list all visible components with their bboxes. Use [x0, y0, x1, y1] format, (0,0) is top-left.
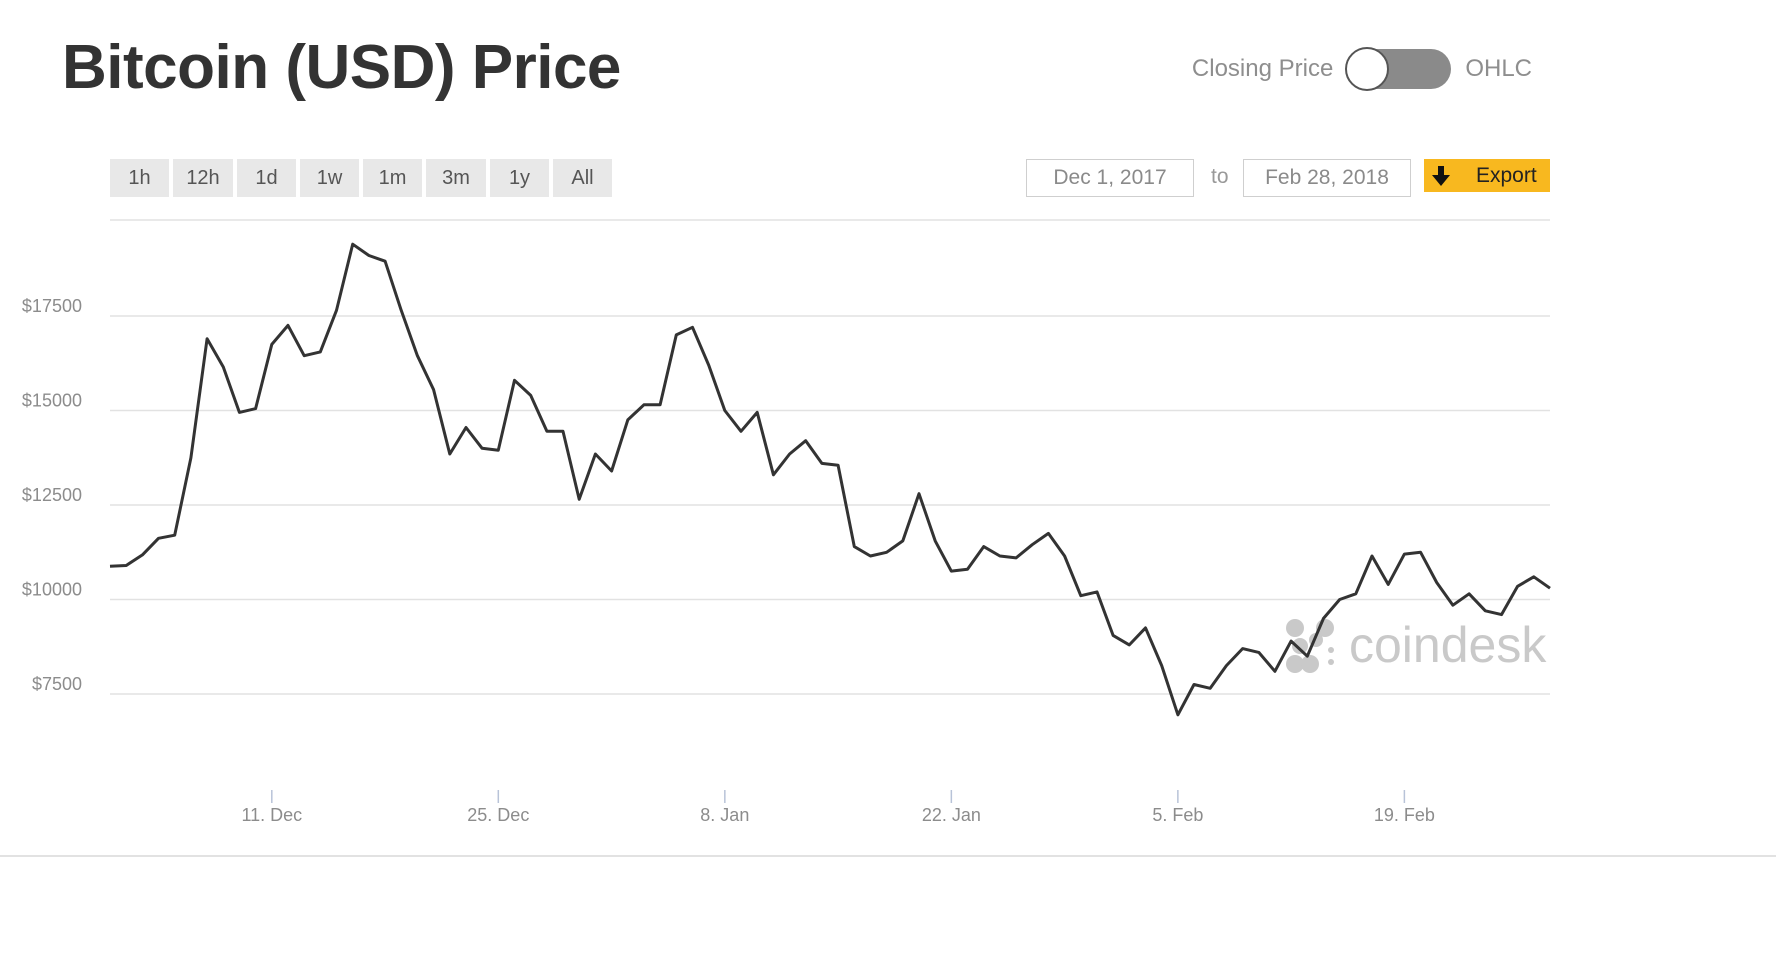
y-tick-label: $15000 [22, 391, 82, 411]
date-to-input[interactable]: Feb 28, 2018 [1243, 159, 1411, 197]
range-button-all[interactable]: All [553, 159, 612, 197]
y-tick-label: $10000 [22, 580, 82, 600]
download-arrow-icon [1424, 165, 1458, 187]
grid-lines [110, 219, 1550, 695]
x-tick-label: 5. Feb [1152, 805, 1203, 825]
range-button-3m[interactable]: 3m [426, 159, 486, 197]
range-button-1d[interactable]: 1d [237, 159, 296, 197]
date-from-input[interactable]: Dec 1, 2017 [1026, 159, 1194, 197]
closing-price-label: Closing Price [1191, 55, 1334, 82]
coindesk-logo-icon [1286, 619, 1334, 673]
coindesk-watermark: coindesk [1286, 617, 1547, 673]
price-mode-toggle[interactable] [1345, 47, 1452, 91]
export-label: Export [1476, 163, 1537, 187]
y-tick-label: $12500 [22, 485, 82, 505]
x-tick-label: 19. Feb [1374, 805, 1435, 825]
price-series-line [109, 242, 1551, 717]
x-tick-label: 25. Dec [467, 805, 529, 825]
x-axis-ticks: 11. Dec 25. Dec 8. Jan 22. Jan 5. Feb 19. Feb [241, 790, 1435, 825]
range-button-1y[interactable]: 1y [490, 159, 549, 197]
range-button-1h[interactable]: 1h [110, 159, 169, 197]
y-tick-label: $7500 [32, 674, 82, 694]
date-range-to-label: to [1211, 165, 1229, 188]
ohlc-label: OHLC [1465, 55, 1532, 82]
x-tick-label: 11. Dec [241, 805, 302, 825]
export-button[interactable]: Export [1424, 159, 1550, 192]
x-tick-label: 8. Jan [700, 805, 749, 825]
y-tick-label: $17500 [22, 296, 82, 316]
toggle-knob[interactable] [1345, 47, 1390, 91]
price-mode-toggle-group: Closing Price OHLC [1192, 44, 1532, 94]
x-tick-label: 22. Jan [922, 805, 981, 825]
y-axis-ticks: $7500 $10000 $12500 $15000 $17500 [22, 296, 82, 694]
time-range-buttons: 1h 12h 1d 1w 1m 3m 1y All [110, 159, 612, 197]
coindesk-watermark-text: coindesk [1349, 617, 1547, 673]
page-title: Bitcoin (USD) Price [62, 33, 621, 102]
range-button-12h[interactable]: 12h [173, 159, 233, 197]
range-button-1w[interactable]: 1w [300, 159, 359, 197]
range-button-1m[interactable]: 1m [363, 159, 422, 197]
